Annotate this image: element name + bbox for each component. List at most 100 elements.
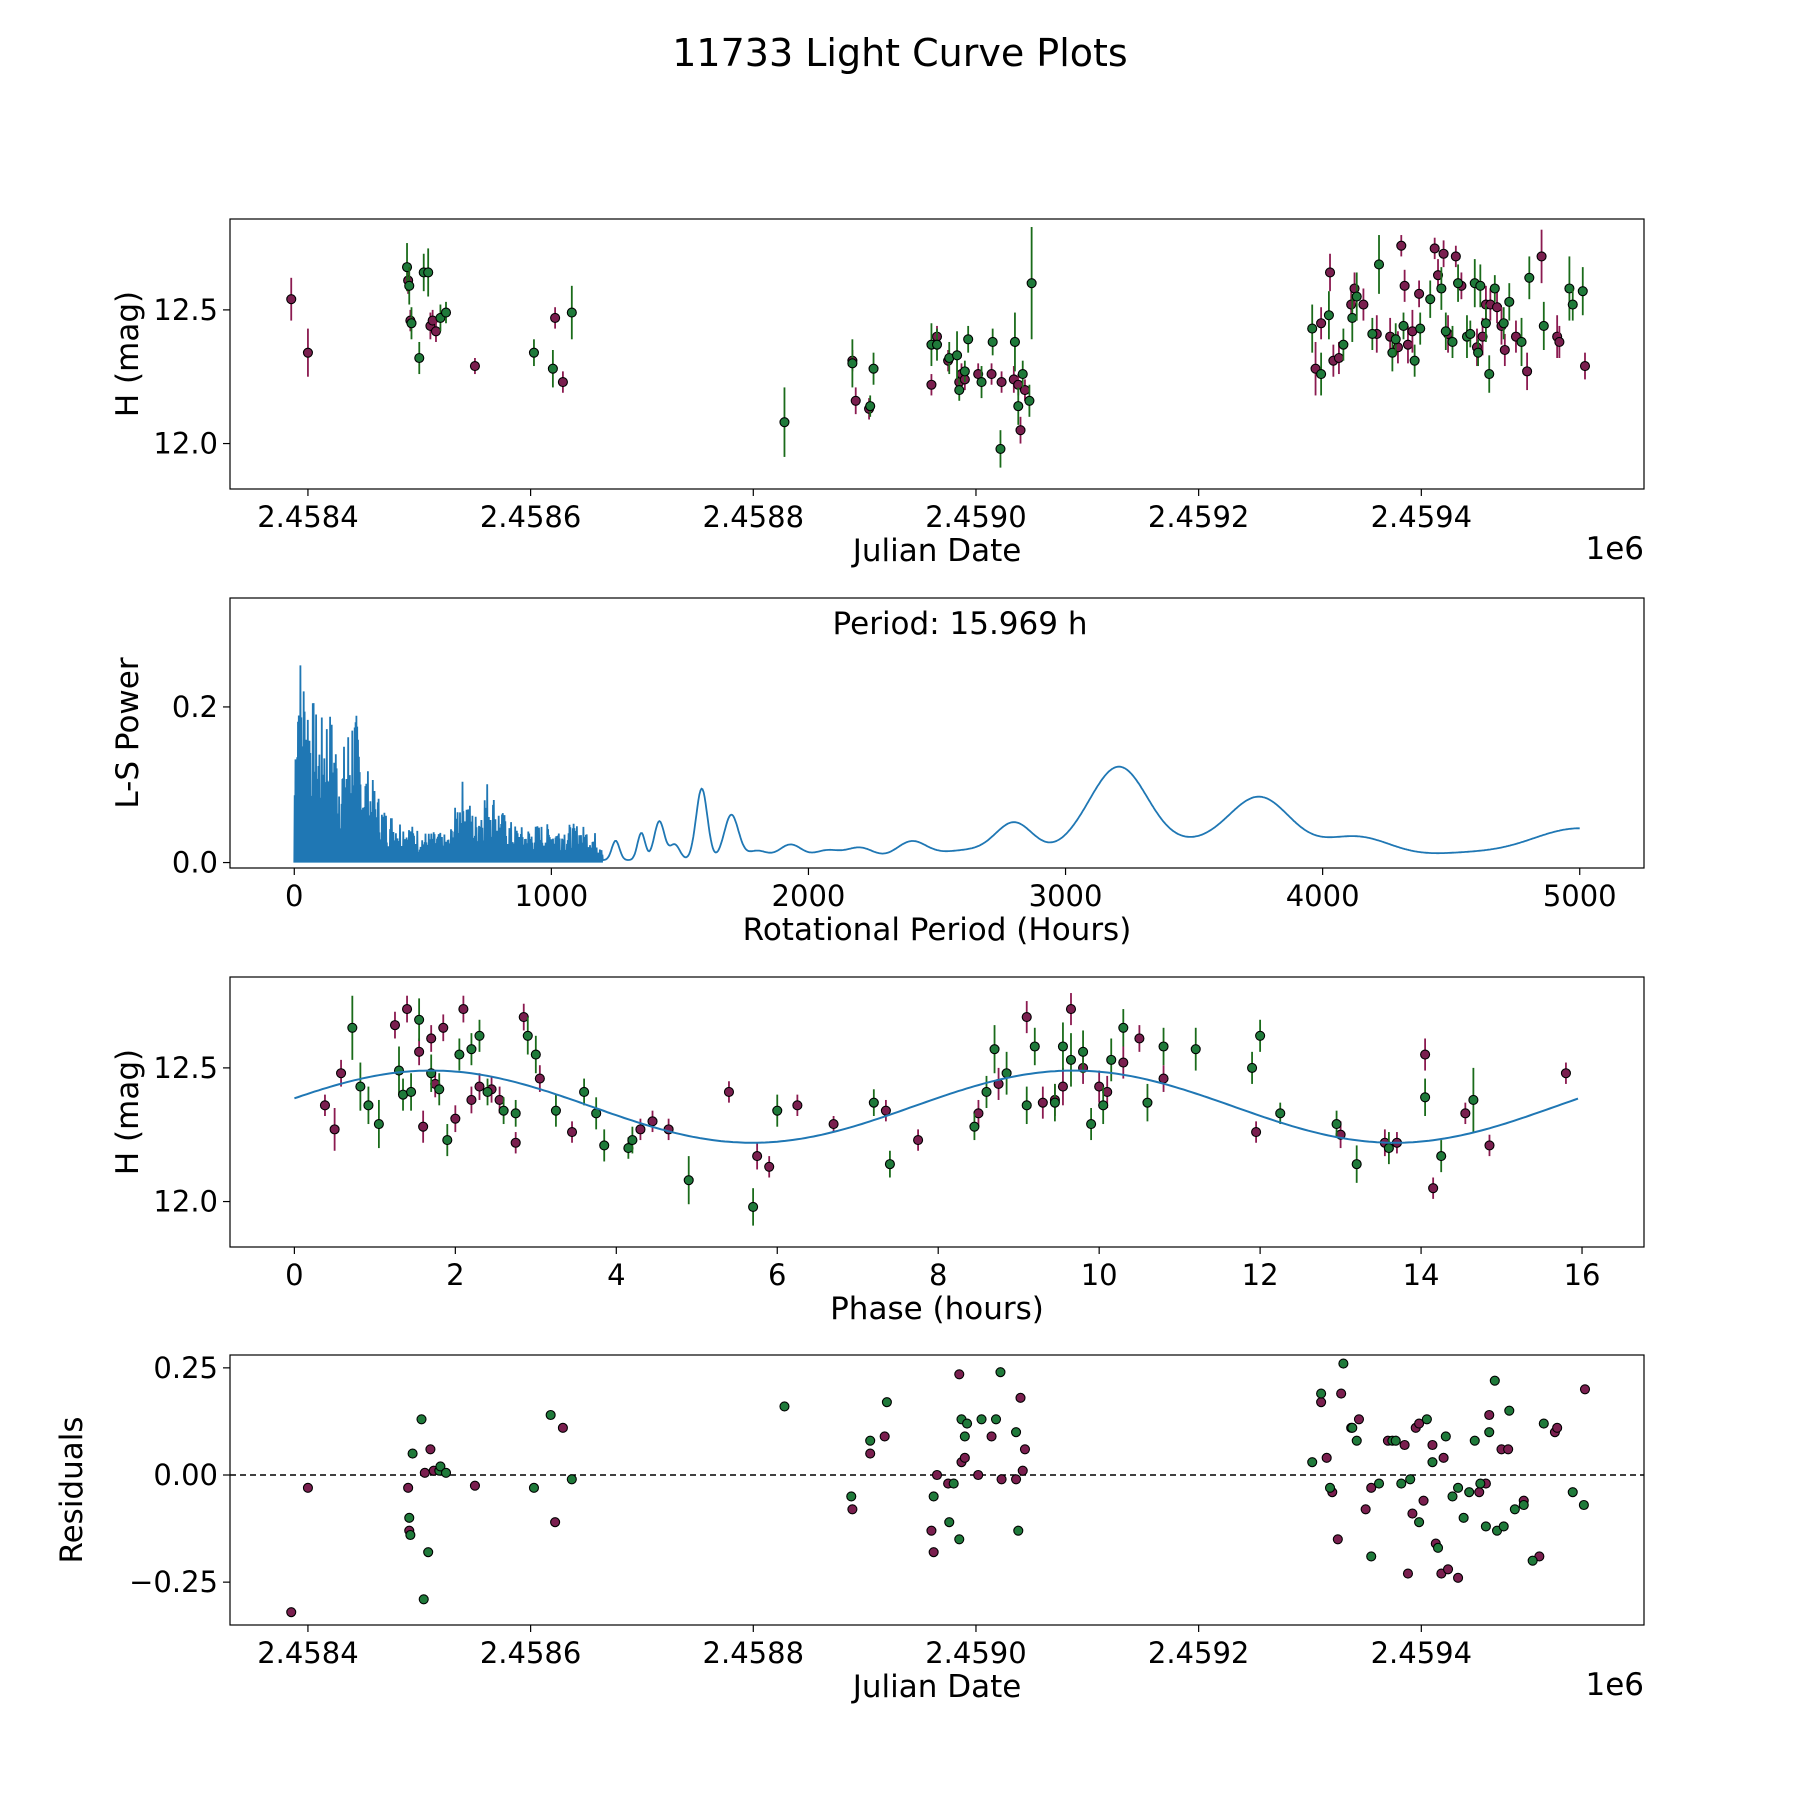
data-point bbox=[683, 1175, 694, 1186]
data-point bbox=[302, 1482, 313, 1493]
data-point bbox=[723, 1086, 735, 1098]
data-point bbox=[1527, 1555, 1538, 1566]
y-axis-label: H (mag) bbox=[110, 291, 146, 417]
y-tick-label: −0.25 bbox=[129, 1565, 218, 1599]
data-point bbox=[635, 1124, 646, 1135]
data-point bbox=[1464, 1487, 1475, 1498]
data-point bbox=[954, 385, 965, 396]
data-point bbox=[1453, 1482, 1464, 1493]
data-point bbox=[884, 1159, 895, 1170]
data-point bbox=[414, 352, 425, 364]
data-point bbox=[1509, 1504, 1520, 1515]
data-point bbox=[1017, 1465, 1028, 1476]
data-point bbox=[1316, 318, 1327, 329]
data-point bbox=[1373, 1478, 1385, 1489]
data-point bbox=[1316, 1397, 1327, 1408]
data-point bbox=[1324, 267, 1336, 278]
x-tick-label: 2.4592 bbox=[1148, 500, 1249, 534]
data-point bbox=[989, 1044, 1000, 1055]
data-point bbox=[1480, 1521, 1491, 1532]
lightcurve-points bbox=[286, 227, 1591, 468]
data-point bbox=[752, 1151, 763, 1162]
y-axis-label: H (mag) bbox=[110, 1049, 146, 1175]
data-point bbox=[1552, 1422, 1563, 1433]
data-point bbox=[1407, 1508, 1418, 1519]
data-point bbox=[868, 363, 879, 374]
y-tick-label: 12.0 bbox=[153, 427, 218, 461]
data-point bbox=[879, 1431, 890, 1442]
data-point bbox=[1432, 1542, 1444, 1553]
data-point bbox=[1015, 1392, 1026, 1403]
data-point bbox=[1536, 251, 1547, 262]
data-point bbox=[407, 1448, 418, 1459]
data-point bbox=[913, 1135, 924, 1146]
y-axis-label: L-S Power bbox=[110, 657, 146, 808]
data-point bbox=[1338, 339, 1349, 350]
y-tick-label: 0.00 bbox=[153, 1458, 218, 1492]
data-point bbox=[1015, 425, 1026, 436]
data-point bbox=[482, 1086, 493, 1098]
data-point bbox=[1480, 318, 1491, 329]
data-point bbox=[1440, 1431, 1451, 1442]
data-point bbox=[329, 1124, 340, 1135]
data-point bbox=[1432, 270, 1444, 281]
data-point bbox=[1436, 283, 1447, 294]
data-point bbox=[1438, 248, 1449, 259]
data-point bbox=[1489, 1375, 1500, 1386]
x-tick-label: 0 bbox=[285, 879, 303, 913]
data-point bbox=[1458, 1512, 1469, 1523]
data-point bbox=[1469, 1435, 1480, 1446]
x-tick-label: 10 bbox=[1081, 1258, 1118, 1292]
data-point bbox=[1336, 1388, 1347, 1399]
y-tick-label: 0.25 bbox=[153, 1351, 218, 1385]
data-point bbox=[928, 1491, 939, 1502]
data-point bbox=[550, 312, 561, 323]
data-point bbox=[534, 1073, 545, 1084]
data-point bbox=[1489, 283, 1500, 294]
data-point bbox=[1405, 1474, 1416, 1485]
data-point bbox=[973, 1469, 984, 1481]
data-point bbox=[995, 1367, 1006, 1378]
data-point bbox=[454, 1049, 465, 1060]
data-point bbox=[1474, 1487, 1485, 1498]
data-point bbox=[1498, 1521, 1509, 1532]
data-point bbox=[1019, 385, 1031, 396]
data-point bbox=[1251, 1126, 1262, 1138]
y-tick-label: 0.2 bbox=[172, 690, 218, 724]
y-tick-label: 0.0 bbox=[172, 846, 218, 880]
data-point bbox=[1390, 1435, 1401, 1446]
data-point bbox=[1366, 1551, 1377, 1562]
data-point bbox=[1421, 1414, 1432, 1425]
data-point bbox=[865, 1435, 876, 1446]
data-point bbox=[510, 1108, 521, 1119]
x-tick-label: 1000 bbox=[514, 879, 588, 913]
x-tick-label: 0 bbox=[285, 1258, 303, 1292]
data-point bbox=[1367, 328, 1378, 340]
data-point bbox=[426, 1033, 437, 1044]
data-point bbox=[440, 307, 452, 318]
data-point bbox=[1118, 1057, 1129, 1068]
data-point bbox=[1560, 1068, 1571, 1079]
data-point bbox=[1134, 1033, 1145, 1044]
data-point bbox=[1118, 1022, 1129, 1033]
data-point bbox=[779, 417, 790, 428]
data-point bbox=[1324, 1482, 1336, 1493]
data-point bbox=[1316, 1388, 1327, 1399]
data-point bbox=[389, 1020, 401, 1031]
data-point bbox=[990, 1414, 1002, 1425]
data-point bbox=[566, 1474, 577, 1485]
phased-points bbox=[319, 993, 1571, 1226]
data-point bbox=[557, 1422, 568, 1433]
data-point bbox=[981, 1086, 992, 1098]
x-tick-label: 2.4584 bbox=[257, 1636, 358, 1670]
data-point bbox=[865, 401, 876, 412]
data-point bbox=[557, 377, 568, 388]
data-point bbox=[959, 1431, 970, 1442]
x-offset-label: 1e6 bbox=[1585, 1667, 1644, 1703]
data-point bbox=[466, 1094, 477, 1106]
lightcurve-axes: 2.4584 2.4586 2.4588 2.4590 2.4592 2.4594 12.0… bbox=[110, 291, 1644, 569]
data-point bbox=[748, 1201, 759, 1212]
data-point bbox=[418, 1594, 429, 1605]
data-point bbox=[1518, 1499, 1529, 1511]
